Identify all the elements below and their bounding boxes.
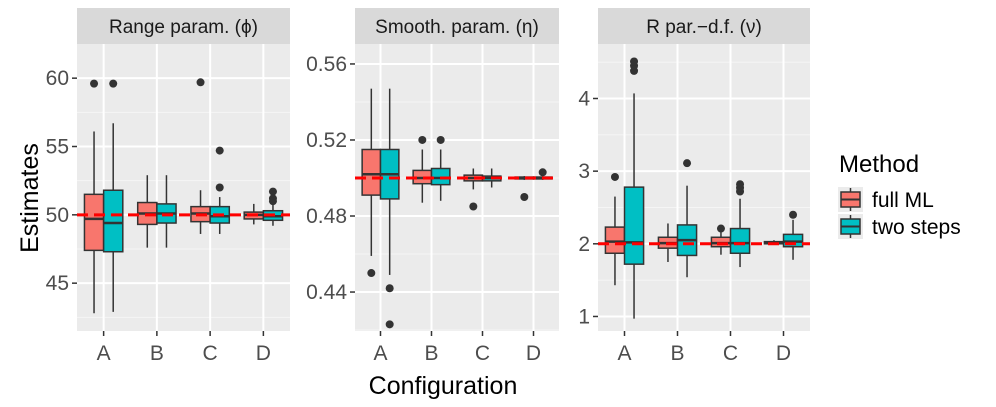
box-iqr: [604, 226, 626, 255]
facet-strip: [77, 8, 290, 44]
y-tick-label: 60: [46, 67, 69, 90]
y-tick-label: 50: [46, 204, 69, 227]
outlier-point: [418, 135, 427, 144]
facet-title: Smooth. param. (η): [375, 17, 539, 38]
outlier-point: [610, 172, 619, 181]
y-tick-label: 4: [578, 87, 590, 110]
box-iqr: [83, 193, 105, 252]
x-tick-label: D: [526, 342, 541, 365]
box-iqr: [102, 189, 124, 253]
legend-label: two steps: [872, 216, 961, 239]
box-A: [361, 88, 382, 278]
outlier-point: [520, 193, 529, 202]
facet-strip: [355, 8, 559, 44]
legend: Method full ML two steps: [838, 151, 961, 239]
panel-1: Range param. (ϕ) 45 50 55 60 A B C D: [46, 8, 290, 365]
y-axis-title: Estimates: [16, 143, 44, 253]
outlier-point: [196, 78, 205, 87]
x-tick-label: B: [150, 342, 164, 365]
x-tick-label: D: [256, 342, 271, 365]
outlier-point: [385, 284, 394, 293]
outlier-point: [469, 202, 478, 211]
legend-entry-two-steps: two steps: [838, 214, 961, 239]
panel-background: [77, 44, 290, 331]
box-iqr: [361, 148, 382, 196]
facet-title: R par.−d.f. (ν): [646, 17, 762, 38]
x-tick-label: B: [424, 342, 438, 365]
y-tick-label: 0.56: [306, 53, 347, 76]
outlier-point: [789, 210, 798, 219]
outlier-point: [268, 187, 277, 196]
outlier-point: [736, 180, 745, 189]
y-tick-label: 2: [578, 233, 590, 256]
outlier-point: [215, 146, 224, 155]
outlier-point: [630, 57, 639, 66]
outlier-point: [436, 135, 445, 144]
box-C: [729, 180, 751, 268]
x-tick-label: D: [776, 342, 791, 365]
x-tick-label: A: [617, 342, 631, 365]
y-tick-label: 45: [46, 272, 69, 295]
legend-entry-full-ML: full ML: [838, 187, 934, 212]
box-iqr: [729, 227, 751, 255]
outlier-point: [215, 183, 224, 192]
panel-2: Smooth. param. (η) 0.44 0.48 0.52 0.56 A B C D: [306, 8, 559, 365]
box-B: [676, 159, 698, 278]
x-tick-label: C: [723, 342, 738, 365]
legend-label: full ML: [872, 189, 934, 212]
outlier-point: [367, 269, 376, 278]
box-A: [604, 172, 626, 286]
x-tick-label: C: [203, 342, 218, 365]
panel-3: R par.−d.f. (ν) 1 2 3 4 A B C D: [578, 8, 810, 365]
x-axis-title: Configuration: [369, 372, 518, 400]
box-A: [379, 88, 400, 329]
y-tick-label: 1: [578, 305, 590, 328]
y-tick-label: 3: [578, 160, 590, 183]
outlier-point: [90, 79, 99, 88]
x-tick-label: C: [475, 342, 490, 365]
outlier-point: [268, 197, 277, 206]
y-tick-label: 55: [46, 136, 69, 159]
facet-title: Range param. (ϕ): [109, 17, 258, 38]
outlier-point: [683, 159, 692, 168]
y-tick-label: 0.48: [306, 205, 347, 228]
outlier-point: [716, 224, 725, 233]
box-A: [102, 79, 124, 312]
outlier-point: [109, 79, 118, 88]
y-tick-label: 0.44: [306, 281, 347, 304]
x-tick-label: B: [670, 342, 684, 365]
outlier-point: [385, 320, 394, 329]
series-two-steps: [623, 57, 804, 319]
outlier-point: [538, 168, 547, 177]
y-tick-label: 0.52: [306, 129, 347, 152]
facet-strip: [598, 8, 810, 44]
legend-title: Method: [839, 151, 919, 178]
box-iqr: [623, 186, 645, 265]
x-tick-label: A: [97, 342, 111, 365]
x-tick-label: A: [373, 342, 387, 365]
